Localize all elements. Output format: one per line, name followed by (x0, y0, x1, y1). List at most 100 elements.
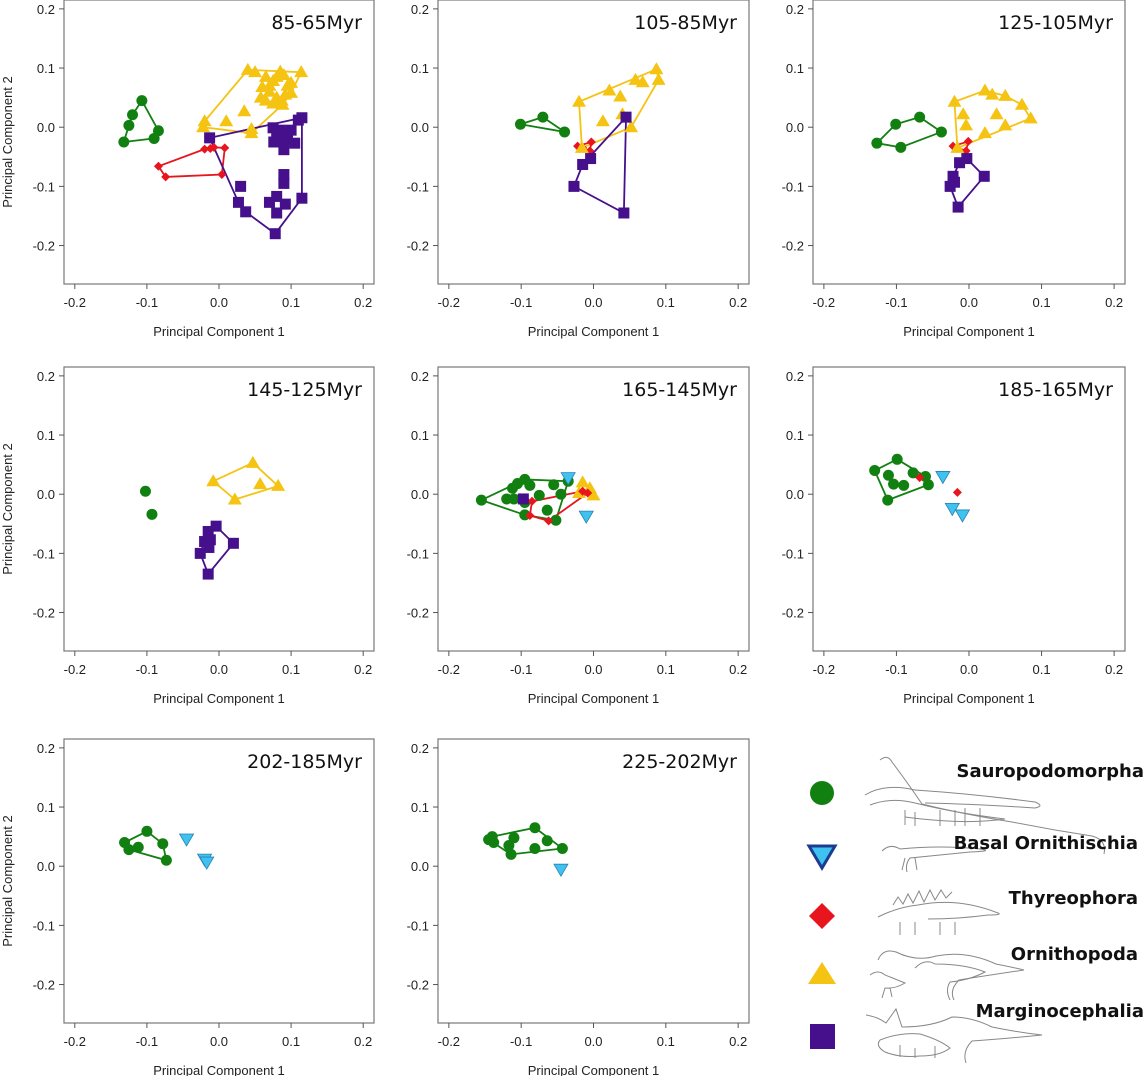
data-point-sauropodomorpha (132, 841, 144, 853)
x-tick-label: -0.2 (438, 662, 460, 677)
y-tick-label: 0.0 (411, 120, 429, 135)
data-point-basal-ornithischia (578, 510, 594, 524)
legend-label-thyreophora: Thyreophora (1009, 888, 1138, 909)
data-point-sauropodomorpha (888, 478, 900, 490)
data-point-thyreophora (583, 488, 593, 498)
data-point-ornithopoda (998, 118, 1013, 131)
y-tick-label: 0.2 (786, 369, 804, 384)
data-point-sauropodomorpha (541, 504, 553, 516)
data-point-basal-ornithischia (178, 833, 195, 847)
y-tick-label: 0.1 (411, 428, 429, 443)
data-point-ornithopoda (237, 104, 252, 117)
x-tick-label: -0.2 (813, 662, 835, 677)
data-point-ornithopoda (977, 126, 992, 139)
x-tick-label: 0.1 (1033, 662, 1051, 677)
y-tick-label: -0.2 (407, 606, 429, 621)
data-point-ornithopoda (245, 455, 260, 468)
data-point-ornithopoda (275, 97, 290, 110)
x-axis-label: Principal Component 1 (153, 1063, 285, 1076)
data-point-ornithopoda (244, 121, 259, 134)
data-point-marginocephalia (961, 153, 973, 165)
panel-85-65Myr: -0.2 -0.1 0.0 0.1 0.2 0.2 0.1 0.0 -0.1 -0.2 Princi… (0, 0, 375, 339)
data-point-sauropodomorpha (126, 109, 138, 121)
ceratopsian-silhouette-icon (865, 1007, 1043, 1064)
data-point-marginocephalia (978, 170, 990, 182)
y-tick-label: -0.1 (33, 918, 55, 933)
hull-ornithopoda (578, 67, 660, 150)
x-tick-label: 0.2 (729, 1034, 747, 1049)
data-point-sauropodomorpha (529, 822, 541, 834)
y-axis-label: Principal Component 2 (0, 815, 15, 947)
data-point-marginocephalia (585, 153, 597, 165)
data-point-ornithopoda (227, 492, 242, 505)
data-point-marginocephalia (296, 192, 308, 204)
data-point-sauropodomorpha (556, 842, 568, 854)
data-point-ornithopoda (262, 84, 277, 97)
x-tick-label: -0.2 (438, 1034, 460, 1049)
panel-225-202Myr: -0.2 -0.1 0.0 0.1 0.2 0.2 0.1 0.0 -0.1 -0.2 Princi… (407, 738, 750, 1076)
data-point-ornithopoda (575, 475, 590, 488)
data-point-thyreophora (915, 473, 925, 483)
data-point-thyreophora (200, 144, 210, 154)
data-point-marginocephalia (568, 180, 580, 192)
data-point-marginocephalia (268, 136, 280, 148)
y-tick-label: -0.2 (33, 239, 55, 254)
x-tick-label: 0.0 (584, 295, 602, 310)
sauropod-silhouette-icon (864, 756, 1105, 855)
plot-frame (63, 738, 375, 1024)
y-tick-label: 0.2 (37, 2, 55, 17)
x-tick-label: 0.2 (354, 295, 372, 310)
x-tick-label: -0.1 (136, 662, 158, 677)
y-tick-label: 0.0 (786, 487, 804, 502)
y-tick-label: -0.1 (407, 546, 429, 561)
data-point-sauropodomorpha (550, 514, 562, 526)
y-axis-label: Principal Component 2 (0, 76, 15, 208)
y-tick-label: 0.0 (786, 120, 804, 135)
x-tick-label: -0.1 (136, 1034, 158, 1049)
data-point-sauropodomorpha (869, 465, 881, 477)
panel-165-145Myr: -0.2 -0.1 0.0 0.1 0.2 0.2 0.1 0.0 -0.1 -0.2 Princi… (407, 366, 750, 706)
y-tick-label: 0.1 (411, 61, 429, 76)
data-point-marginocephalia (274, 133, 286, 145)
data-point-marginocephalia (235, 180, 247, 192)
hull-sauropodomorpha (520, 116, 566, 133)
y-tick-label: 0.0 (37, 120, 55, 135)
data-point-sauropodomorpha (922, 479, 934, 491)
y-tick-label: 0.2 (411, 369, 429, 384)
y-tick-label: 0.2 (786, 2, 804, 17)
data-point-ornithopoda (613, 89, 628, 102)
x-axis-label: Principal Component 1 (528, 324, 660, 339)
legend-marker-circle (810, 781, 834, 805)
x-tick-label: 0.0 (960, 295, 978, 310)
data-point-ornithopoda (574, 140, 589, 153)
y-tick-label: 0.0 (411, 859, 429, 874)
x-tick-label: -0.1 (510, 662, 532, 677)
data-point-ornithopoda (959, 118, 974, 131)
y-tick-label: 0.0 (37, 487, 55, 502)
data-point-sauropodomorpha (907, 467, 919, 479)
basal-ornithischian-silhouette-icon (881, 845, 987, 873)
x-tick-label: 0.1 (1033, 295, 1051, 310)
x-tick-label: -0.1 (510, 1034, 532, 1049)
y-tick-label: 0.1 (37, 428, 55, 443)
legend-label-basal-ornithischia: Basal Ornithischia (954, 833, 1138, 854)
legend-label-ornithopoda: Ornithopoda (1011, 944, 1138, 965)
data-point-ornithopoda (985, 87, 1000, 100)
data-point-sauropodomorpha (541, 835, 553, 847)
legend: Sauropodomorpha Basal Ornithischia Thyre… (806, 756, 1144, 1064)
plot-frame (63, 366, 375, 652)
panel-title: 125-105Myr (998, 12, 1113, 34)
panel-title: 105-85Myr (634, 12, 737, 34)
data-point-sauropodomorpha (157, 838, 169, 850)
data-point-sauropodomorpha (118, 136, 130, 148)
data-point-ornithopoda (255, 79, 270, 92)
data-point-thyreophora (161, 172, 171, 182)
data-point-marginocephalia (618, 207, 630, 219)
y-tick-label: 0.2 (411, 2, 429, 17)
data-point-ornithopoda (253, 477, 268, 490)
data-point-marginocephalia (278, 127, 290, 139)
data-point-basal-ornithischia (199, 856, 215, 870)
data-point-ornithopoda (572, 94, 587, 107)
data-point-sauropodomorpha (871, 137, 883, 149)
panel-105-85Myr: -0.2 -0.1 0.0 0.1 0.2 0.2 0.1 0.0 -0.1 -0.2 Princi… (407, 0, 750, 339)
